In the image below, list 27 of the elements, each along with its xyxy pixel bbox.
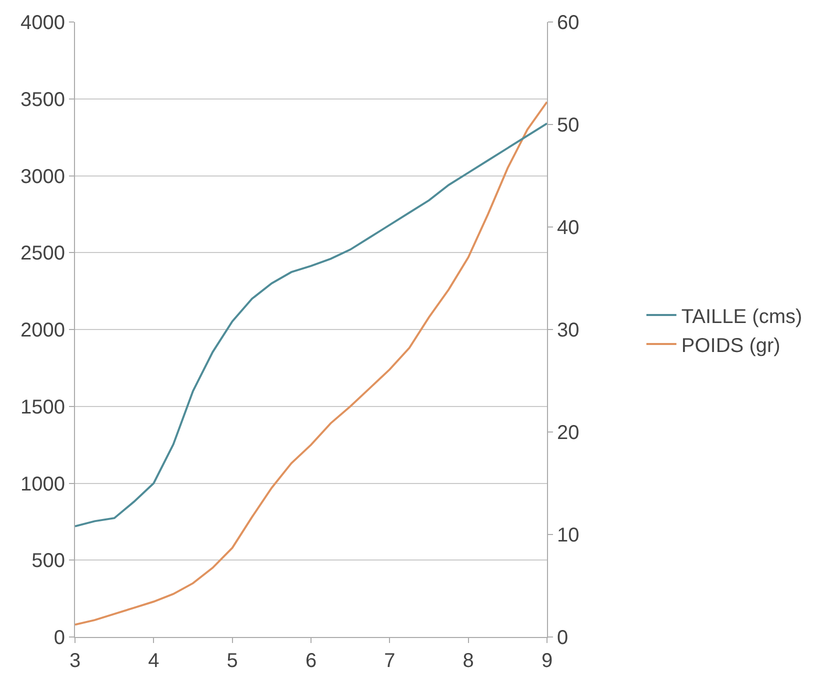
y-tick-label: 1000 <box>20 473 65 496</box>
y-tick-label: 1500 <box>20 396 65 418</box>
line-series <box>75 122 547 528</box>
y-tick-label: 4000 <box>20 12 65 34</box>
y-tick-label: 2000 <box>20 320 65 342</box>
legend-label: TAILLE (cms) <box>681 306 802 328</box>
line-series <box>75 100 547 626</box>
y2-tick-label: 40 <box>557 217 580 239</box>
x-tick-label: 4 <box>148 650 160 672</box>
y-tick-label: 0 <box>54 627 65 649</box>
y2-tick-label: 20 <box>557 422 580 444</box>
x-tick-label: 7 <box>384 650 396 672</box>
y-tick-label: 500 <box>32 550 65 572</box>
y2-tick-label: 50 <box>557 114 580 136</box>
x-tick-label: 3 <box>69 650 81 672</box>
y-tick-label: 3500 <box>20 88 65 111</box>
y2-tick-label: 30 <box>557 320 580 342</box>
x-tick-label: 5 <box>226 650 238 672</box>
y2-tick-label: 10 <box>557 524 580 546</box>
y2-tick-label: 0 <box>557 627 568 649</box>
y-tick-label: 3000 <box>20 166 65 188</box>
x-tick-label: 6 <box>305 650 317 672</box>
x-tick-label: 8 <box>462 650 474 672</box>
legend-label: POIDS (gr) <box>681 334 780 357</box>
x-tick-label: 9 <box>541 650 553 672</box>
y-tick-label: 2500 <box>20 242 65 265</box>
y2-tick-label: 60 <box>557 12 580 34</box>
